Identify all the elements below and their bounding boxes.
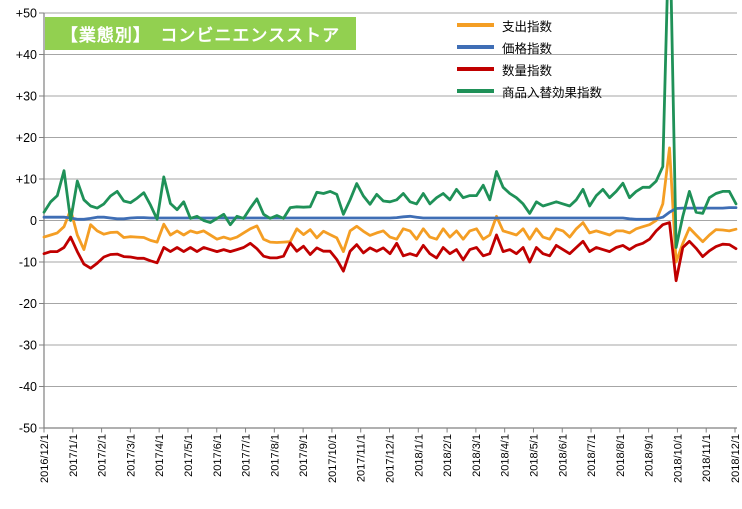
legend: 支出指数 価格指数 数量指数 商品入替効果指数 bbox=[457, 14, 602, 102]
y-tick-label: -40 bbox=[19, 380, 37, 394]
series-line-product-substitution-index bbox=[42, 0, 738, 249]
y-tick-label: +20 bbox=[16, 131, 37, 145]
legend-label-price: 価格指数 bbox=[502, 41, 553, 56]
x-tick-label: 2017/10/1 bbox=[327, 434, 339, 483]
chart-title: 【業態別】 コンビニエンスストア bbox=[60, 26, 341, 45]
x-tick-label: 2017/4/1 bbox=[154, 434, 166, 477]
chart-title-badge: 【業態別】 コンビニエンスストア bbox=[45, 17, 356, 50]
x-tick-label: 2017/8/1 bbox=[269, 434, 281, 477]
legend-label-expenditure: 支出指数 bbox=[502, 19, 553, 34]
y-tick-label: -20 bbox=[19, 297, 37, 311]
x-tick-label: 2018/8/1 bbox=[615, 434, 627, 477]
legend-line-swatch-red-icon bbox=[457, 67, 494, 71]
y-tick-label: +30 bbox=[16, 90, 37, 104]
x-tick-label: 2017/5/1 bbox=[183, 434, 195, 477]
x-tick-label: 2017/9/1 bbox=[298, 434, 310, 477]
legend-item-expenditure: 支出指数 bbox=[457, 14, 602, 36]
x-tick-label: 2016/12/1 bbox=[39, 434, 51, 483]
x-tick-label: 2017/12/1 bbox=[385, 434, 397, 483]
x-tick-label: 2018/6/1 bbox=[557, 434, 569, 477]
x-tick-label: 2018/2/1 bbox=[442, 434, 454, 477]
x-tick-label: 2017/3/1 bbox=[125, 434, 137, 477]
x-tick-label: 2017/7/1 bbox=[241, 434, 253, 477]
x-tick-label: 2018/11/1 bbox=[701, 434, 713, 482]
series-line-quantity-index bbox=[42, 221, 738, 283]
y-tick-label: +40 bbox=[16, 48, 37, 62]
series-line-expenditure-index bbox=[42, 146, 738, 264]
legend-line-swatch-blue-icon bbox=[457, 45, 494, 49]
y-tick-label: +10 bbox=[16, 173, 37, 187]
y-tick-label: -50 bbox=[19, 422, 37, 436]
y-tick-label: 0 bbox=[30, 214, 37, 228]
y-tick-label: +50 bbox=[16, 7, 37, 21]
x-tick-label: 2018/9/1 bbox=[644, 434, 656, 477]
y-tick-label: -30 bbox=[19, 339, 37, 353]
legend-item-substitution: 商品入替効果指数 bbox=[457, 80, 602, 102]
legend-line-swatch-orange-icon bbox=[457, 23, 494, 27]
x-tick-label: 2018/1/1 bbox=[413, 434, 425, 477]
x-tick-label: 2017/11/1 bbox=[356, 434, 368, 482]
y-tick-label: -10 bbox=[19, 256, 37, 270]
legend-label-quantity: 数量指数 bbox=[502, 63, 553, 78]
x-tick-label: 2018/12/1 bbox=[730, 434, 742, 483]
legend-label-substitution: 商品入替効果指数 bbox=[502, 85, 603, 100]
x-tick-label: 2017/6/1 bbox=[212, 434, 224, 477]
x-tick-label: 2018/5/1 bbox=[528, 434, 540, 477]
legend-line-swatch-green-icon bbox=[457, 89, 494, 93]
x-tick-label: 2018/3/1 bbox=[471, 434, 483, 477]
legend-item-price: 価格指数 bbox=[457, 36, 602, 58]
series-line-price-index bbox=[42, 206, 738, 221]
x-tick-label: 2018/7/1 bbox=[586, 434, 598, 477]
x-tick-label: 2018/10/1 bbox=[672, 434, 684, 483]
x-tick-label: 2017/2/1 bbox=[97, 434, 109, 477]
legend-item-quantity: 数量指数 bbox=[457, 58, 602, 80]
x-tick-label: 2018/4/1 bbox=[500, 434, 512, 477]
x-tick-label: 2017/1/1 bbox=[68, 434, 80, 477]
